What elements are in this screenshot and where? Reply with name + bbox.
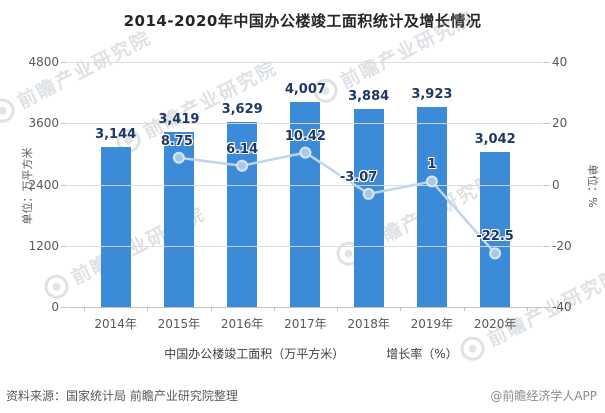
bar-value-label: 3,419 bbox=[158, 112, 200, 128]
bar-value-label: 3,923 bbox=[411, 86, 453, 102]
x-axis-tick bbox=[84, 307, 85, 311]
left-axis-tick-label: 3600 bbox=[28, 116, 59, 131]
bar-2019年 bbox=[416, 106, 447, 307]
x-axis-label: 2016年 bbox=[220, 317, 264, 331]
bar-value-label: 3,884 bbox=[348, 88, 390, 104]
chart-legend: 中国办公楼竣工面积（万平方米） 增长率（%） bbox=[0, 345, 605, 362]
left-tick bbox=[61, 123, 67, 125]
left-axis-tick-label: 4800 bbox=[28, 55, 59, 69]
x-axis-tick bbox=[400, 307, 402, 311]
right-axis-tick-label: 0 bbox=[552, 177, 560, 192]
right-tick bbox=[544, 62, 550, 63]
bar-2014年 bbox=[100, 146, 131, 307]
bar-value-label: 3,629 bbox=[221, 101, 263, 117]
right-tick bbox=[544, 123, 550, 125]
x-axis-label: 2014年 bbox=[94, 317, 137, 331]
left-axis-tick-label: 2400 bbox=[28, 177, 59, 192]
chart-title: 2014-2020年中国办公楼竣工面积统计及增长情况 bbox=[123, 12, 482, 30]
bar-2015年 bbox=[163, 132, 194, 307]
legend-item-line[interactable]: 增长率（%） bbox=[358, 345, 457, 362]
right-tick bbox=[544, 245, 550, 247]
left-tick bbox=[61, 62, 67, 63]
credit-text: @前瞻经济学人APP bbox=[490, 389, 597, 403]
right-axis-tick-label: -20 bbox=[552, 238, 572, 253]
gridline bbox=[68, 245, 543, 247]
legend-item-bar[interactable]: 中国办公楼竣工面积（万平方米） bbox=[147, 345, 344, 362]
gridline bbox=[68, 123, 543, 125]
bar-value-label: 3,144 bbox=[95, 126, 137, 142]
left-tick bbox=[61, 245, 67, 247]
data-source-text: 资料来源：国家统计局 前瞻产业研究院整理 bbox=[6, 389, 238, 403]
right-tick bbox=[544, 184, 550, 186]
right-tick bbox=[544, 307, 550, 308]
x-axis-tick bbox=[210, 307, 212, 311]
growth-value-label: 10.42 bbox=[284, 128, 326, 144]
bar-value-label: 3,042 bbox=[474, 131, 516, 147]
legend-bar-label: 中国办公楼竣工面积（万平方米） bbox=[164, 347, 345, 361]
right-axis-tick-label: 20 bbox=[552, 116, 568, 131]
left-axis-tick-label: 0 bbox=[51, 300, 59, 314]
x-axis-label: 2019年 bbox=[410, 317, 454, 331]
x-axis-tick bbox=[273, 307, 275, 311]
gridline bbox=[68, 307, 543, 308]
x-axis-tick bbox=[526, 307, 528, 311]
x-axis-label: 2018年 bbox=[347, 317, 390, 331]
gridline bbox=[68, 62, 543, 63]
growth-value-label: -3.07 bbox=[339, 169, 378, 185]
right-axis-tick-label: -40 bbox=[552, 300, 572, 314]
growth-value-label: 1 bbox=[427, 157, 437, 173]
gridline bbox=[68, 184, 543, 186]
growth-value-label: 6.14 bbox=[226, 141, 259, 157]
x-axis-label: 2020年 bbox=[473, 317, 517, 331]
left-tick bbox=[61, 184, 67, 186]
growth-value-label: -22.5 bbox=[476, 229, 514, 245]
left-axis-tick-label: 1200 bbox=[28, 238, 59, 253]
right-axis-tick-label: 40 bbox=[552, 55, 568, 69]
watermark-qianzhan-logo-icon: 前瞻产业研究院 bbox=[0, 23, 155, 127]
line-series-marker-icon bbox=[358, 348, 380, 359]
x-axis-label: 2017年 bbox=[284, 317, 327, 331]
left-tick bbox=[61, 307, 67, 308]
x-axis-label: 2015年 bbox=[157, 317, 201, 331]
footer: 资料来源：国家统计局 前瞻产业研究院整理 @前瞻经济学人APP bbox=[0, 387, 605, 404]
bar-value-label: 4,007 bbox=[284, 82, 326, 98]
bar-series-marker-icon bbox=[147, 348, 158, 359]
bar-2018年 bbox=[353, 108, 384, 307]
legend-line-label: 增长率（%） bbox=[386, 347, 458, 361]
right-axis-title: 单位：% bbox=[586, 164, 599, 208]
growth-value-label: 8.75 bbox=[160, 133, 193, 149]
x-axis-tick bbox=[337, 307, 338, 311]
x-axis-tick bbox=[463, 307, 465, 311]
x-axis-tick bbox=[147, 307, 149, 311]
